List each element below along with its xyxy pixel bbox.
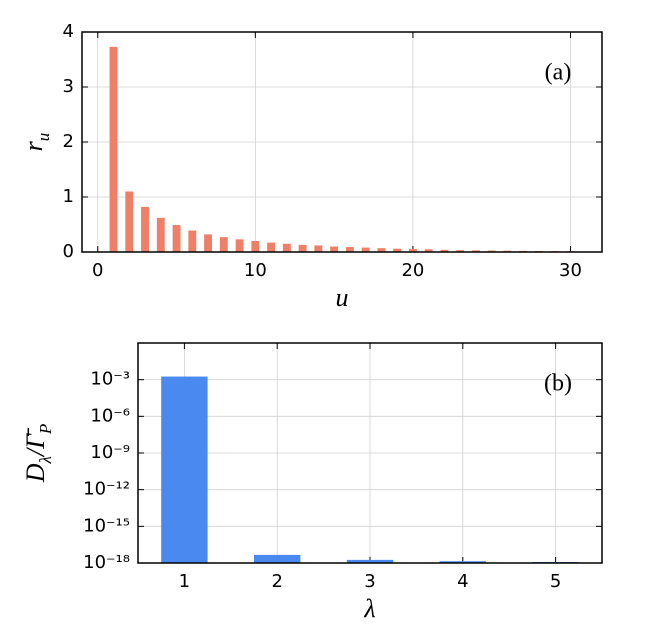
plot-frame [81,31,603,253]
x-tick-label: 5 [550,571,561,592]
bar [314,245,323,252]
y-tick-label: 1 [63,186,74,207]
y-tick-label: 10⁻⁹ [90,442,130,463]
y-tick-label: 2 [63,131,74,152]
y-axis-label-part: r [19,140,48,151]
bar [377,248,386,252]
x-axis-label: u [336,283,349,312]
x-tick-label: 20 [401,260,424,281]
bar [408,248,417,252]
bar [282,243,291,252]
x-axis-label: λ [363,594,375,623]
y-tick-label: 10⁻³ [90,369,130,390]
bar [141,206,149,252]
x-tick-label: 30 [559,260,582,281]
bar [330,246,339,252]
bar [393,248,402,252]
bar [361,247,370,252]
bar [125,191,134,252]
plot-frame [137,342,603,564]
bar [235,239,244,252]
bar [346,559,394,563]
bar [219,237,228,252]
bar [156,217,165,252]
bar [251,241,260,252]
y-tick-label: 10⁻¹² [83,479,130,500]
y-tick-label: 3 [63,76,74,97]
x-axis-label-part: u [336,283,349,312]
x-tick-label: 0 [92,260,103,281]
x-tick-label: 3 [364,571,375,592]
y-tick-label: 10⁻⁶ [90,405,130,426]
bar [188,230,197,252]
x-tick-label: 10 [244,260,267,281]
y-axis-label-part: P [36,424,55,435]
bar [161,376,208,563]
bar [254,554,301,563]
y-axis-label: ru [19,133,53,152]
bar [456,250,465,252]
x-tick-label: 4 [457,571,468,592]
y-tick-label: 4 [63,21,74,42]
y-axis-label: Dλ/Γ̄P [21,424,55,484]
y-tick-label: 0 [63,241,74,262]
y-axis-label-part: D [21,463,50,483]
bar [298,244,307,252]
bar [440,249,449,252]
bar [345,247,354,252]
bar [472,250,480,252]
y-axis-label-part: u [34,133,53,142]
bar [424,249,433,252]
x-axis-label-part: λ [363,594,375,623]
y-axis-label-part: λ [36,456,55,464]
bar [267,242,276,252]
x-tick-label: 1 [179,571,190,592]
x-tick-label: 2 [271,571,282,592]
panel-label: (b) [544,371,572,397]
bar [172,225,181,252]
bar [109,46,118,252]
y-tick-label: 10⁻¹⁵ [83,515,130,536]
bar [204,234,212,252]
y-tick-label: 10⁻¹⁸ [83,552,130,573]
panel-label: (a) [545,60,572,86]
bar [439,561,486,563]
